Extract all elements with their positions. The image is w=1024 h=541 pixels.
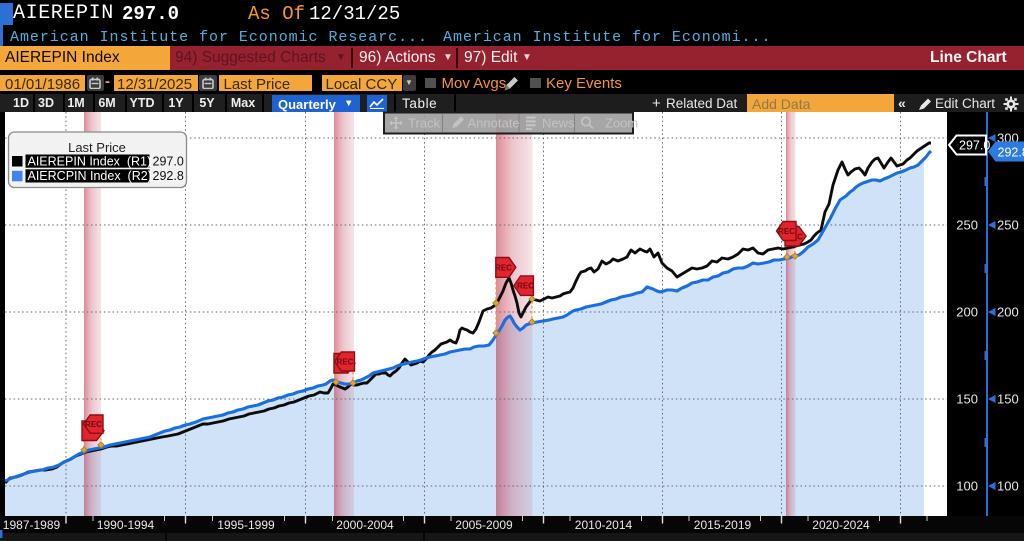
svg-text:200: 200 [956, 305, 978, 320]
svg-text:REC: REC [778, 227, 795, 236]
svg-text:Track: Track [408, 116, 441, 131]
svg-text:292.8: 292.8 [153, 169, 184, 183]
svg-text:100: 100 [956, 479, 978, 494]
svg-text:250: 250 [997, 218, 1019, 233]
svg-text:REC: REC [85, 420, 102, 429]
svg-text:Zoom: Zoom [605, 116, 638, 131]
svg-text:REC: REC [337, 358, 354, 367]
svg-text:200: 200 [997, 305, 1019, 320]
svg-text:Annotate: Annotate [468, 116, 520, 131]
svg-text:100: 100 [997, 479, 1019, 494]
svg-text:2020-2024: 2020-2024 [812, 518, 870, 532]
svg-text:297.0: 297.0 [153, 154, 184, 168]
svg-text:150: 150 [997, 392, 1019, 407]
svg-text:150: 150 [956, 392, 978, 407]
svg-text:2015-2019: 2015-2019 [694, 518, 752, 532]
svg-text:AIEREPIN Index (R1): AIEREPIN Index (R1) [28, 154, 152, 168]
svg-text:292.8: 292.8 [998, 145, 1024, 159]
svg-text:REC: REC [517, 282, 534, 291]
svg-text:1990-1994: 1990-1994 [97, 518, 155, 532]
svg-text:2005-2009: 2005-2009 [455, 518, 513, 532]
svg-text:Last Price: Last Price [68, 140, 126, 155]
svg-text:REC: REC [495, 264, 512, 273]
svg-text:AIERCPIN Index (R2): AIERCPIN Index (R2) [28, 169, 152, 183]
svg-text:1995-1999: 1995-1999 [217, 518, 275, 532]
svg-text:2000-2004: 2000-2004 [336, 518, 394, 532]
svg-text:297.0: 297.0 [959, 139, 990, 153]
svg-text:2010-2014: 2010-2014 [575, 518, 633, 532]
svg-text:News: News [542, 116, 575, 131]
svg-text:1987-1989: 1987-1989 [3, 518, 61, 532]
svg-text:250: 250 [956, 218, 978, 233]
